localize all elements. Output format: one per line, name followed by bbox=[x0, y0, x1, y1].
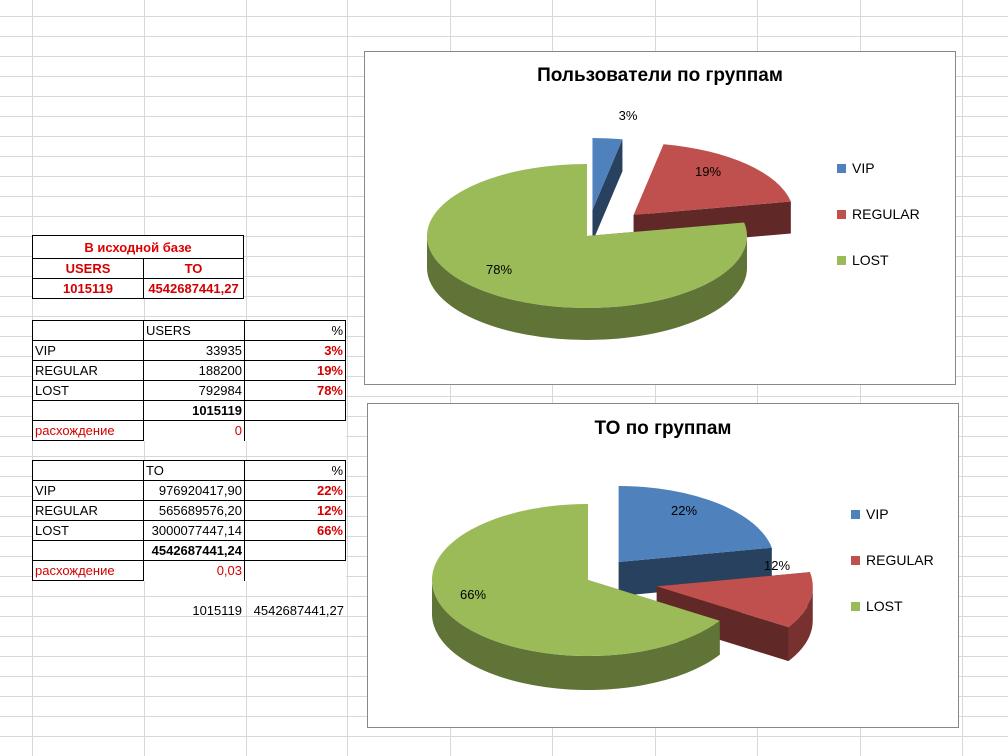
users-row-label[interactable]: VIP bbox=[32, 340, 144, 361]
to-diff-value[interactable]: 0,03 bbox=[143, 560, 245, 581]
pie-slice-vip bbox=[592, 138, 623, 211]
table-row: VIP 976920417,90 22% bbox=[32, 480, 346, 501]
legend-swatch-regular bbox=[851, 556, 860, 565]
legend-item-regular: REGULAR bbox=[851, 552, 934, 598]
chart-legend: VIP REGULAR LOST bbox=[837, 160, 920, 298]
to-row-pct[interactable]: 66% bbox=[244, 520, 346, 541]
users-total[interactable]: 1015119 bbox=[143, 400, 245, 421]
footer-users-value[interactable]: 1015119 bbox=[192, 603, 242, 618]
to-pie-chart[interactable]: ТО по группам 22% 12% 66% VIP REGULAR LOST bbox=[367, 403, 959, 728]
data-label-lost: 78% bbox=[486, 262, 512, 277]
legend-swatch-vip bbox=[837, 164, 846, 173]
legend-swatch-regular bbox=[837, 210, 846, 219]
data-label-regular: 12% bbox=[764, 558, 790, 573]
pie-slice-cut-face bbox=[592, 139, 623, 243]
users-header-pct[interactable]: % bbox=[244, 320, 346, 341]
pie-slice-side bbox=[427, 236, 747, 340]
to-total-blank[interactable] bbox=[32, 540, 144, 561]
users-row-pct[interactable]: 3% bbox=[244, 340, 346, 361]
to-row-label[interactable]: LOST bbox=[32, 520, 144, 541]
legend-label: REGULAR bbox=[866, 552, 934, 568]
legend-label: VIP bbox=[852, 160, 875, 176]
users-row-value[interactable]: 792984 bbox=[143, 380, 245, 401]
users-row-value[interactable]: 188200 bbox=[143, 360, 245, 381]
to-diff-label[interactable]: расхождение bbox=[32, 560, 144, 581]
to-row-pct[interactable]: 12% bbox=[244, 500, 346, 521]
to-row-pct[interactable]: 22% bbox=[244, 480, 346, 501]
to-total[interactable]: 4542687441,24 bbox=[143, 540, 245, 561]
table-row: VIP 33935 3% bbox=[32, 340, 346, 361]
users-diff-value[interactable]: 0 bbox=[143, 420, 245, 441]
source-to-value[interactable]: 4542687441,27 bbox=[143, 278, 244, 299]
to-row-label[interactable]: REGULAR bbox=[32, 500, 144, 521]
to-pie-plot: 22% 12% 66% bbox=[432, 485, 813, 690]
source-table: В исходной базе USERS TO 1015119 4542687… bbox=[32, 235, 244, 299]
pie-slice-regular bbox=[633, 144, 791, 215]
to-total-pct-blank[interactable] bbox=[244, 540, 346, 561]
to-header-blank[interactable] bbox=[32, 460, 144, 481]
source-users-value[interactable]: 1015119 bbox=[32, 278, 144, 299]
users-pie-chart[interactable]: Пользователи по группам 3% 19% 78% VIP REG… bbox=[364, 51, 956, 385]
users-header-users[interactable]: USERS bbox=[143, 320, 245, 341]
legend-label: REGULAR bbox=[852, 206, 920, 222]
pie-slice-side bbox=[788, 586, 813, 662]
users-diff-label[interactable]: расхождение bbox=[32, 420, 144, 441]
pie-slice-side bbox=[432, 580, 720, 690]
table-row: REGULAR 188200 19% bbox=[32, 360, 346, 381]
to-row-value[interactable]: 565689576,20 bbox=[143, 500, 245, 521]
pie-slice-cut-face bbox=[656, 586, 789, 662]
users-header-blank[interactable] bbox=[32, 320, 144, 341]
legend-label: VIP bbox=[866, 506, 889, 522]
to-header-to[interactable]: TO bbox=[143, 460, 245, 481]
data-label-vip: 3% bbox=[619, 108, 638, 123]
to-header-pct[interactable]: % bbox=[244, 460, 346, 481]
legend-swatch-lost bbox=[851, 602, 860, 611]
users-row-label[interactable]: REGULAR bbox=[32, 360, 144, 381]
to-row-value[interactable]: 976920417,90 bbox=[143, 480, 245, 501]
legend-label: LOST bbox=[852, 252, 889, 268]
users-row-label[interactable]: LOST bbox=[32, 380, 144, 401]
data-label-vip: 22% bbox=[671, 503, 697, 518]
users-table: USERS % VIP 33935 3% REGULAR 188200 19% … bbox=[32, 320, 346, 441]
data-label-lost: 66% bbox=[460, 587, 486, 602]
to-diff-blank bbox=[245, 561, 346, 581]
legend-item-vip: VIP bbox=[851, 506, 934, 552]
data-label-regular: 19% bbox=[695, 164, 721, 179]
legend-swatch-lost bbox=[837, 256, 846, 265]
legend-swatch-vip bbox=[851, 510, 860, 519]
to-row-value[interactable]: 3000077447,14 bbox=[143, 520, 245, 541]
pie-slice-lost bbox=[427, 164, 747, 309]
table-row: REGULAR 565689576,20 12% bbox=[32, 500, 346, 521]
users-row-value[interactable]: 33935 bbox=[143, 340, 245, 361]
source-title[interactable]: В исходной базе bbox=[32, 235, 244, 259]
source-to-header[interactable]: TO bbox=[143, 258, 244, 279]
chart-title: ТО по группам bbox=[594, 418, 732, 439]
legend-item-regular: REGULAR bbox=[837, 206, 920, 252]
users-pie-plot: 3% 19% 78% bbox=[427, 108, 791, 340]
users-diff-blank bbox=[245, 421, 346, 441]
to-table: TO % VIP 976920417,90 22% REGULAR 565689… bbox=[32, 460, 346, 581]
to-row-label[interactable]: VIP bbox=[32, 480, 144, 501]
legend-label: LOST bbox=[866, 598, 903, 614]
users-total-blank[interactable] bbox=[32, 400, 144, 421]
legend-item-lost: LOST bbox=[851, 598, 934, 644]
pie-slice-regular bbox=[656, 572, 813, 628]
pie-slice-vip bbox=[618, 485, 772, 562]
legend-item-lost: LOST bbox=[837, 252, 920, 298]
chart-title: Пользователи по группам bbox=[537, 65, 783, 86]
source-users-header[interactable]: USERS bbox=[32, 258, 144, 279]
pie-slice-lost bbox=[432, 504, 720, 656]
table-row: LOST 3000077447,14 66% bbox=[32, 520, 346, 541]
users-total-pct-blank[interactable] bbox=[244, 400, 346, 421]
chart-legend: VIP REGULAR LOST bbox=[851, 506, 934, 644]
footer-to-value[interactable]: 4542687441,27 bbox=[253, 603, 344, 618]
legend-item-vip: VIP bbox=[837, 160, 920, 206]
users-row-pct[interactable]: 78% bbox=[244, 380, 346, 401]
users-row-pct[interactable]: 19% bbox=[244, 360, 346, 381]
table-row: LOST 792984 78% bbox=[32, 380, 346, 401]
